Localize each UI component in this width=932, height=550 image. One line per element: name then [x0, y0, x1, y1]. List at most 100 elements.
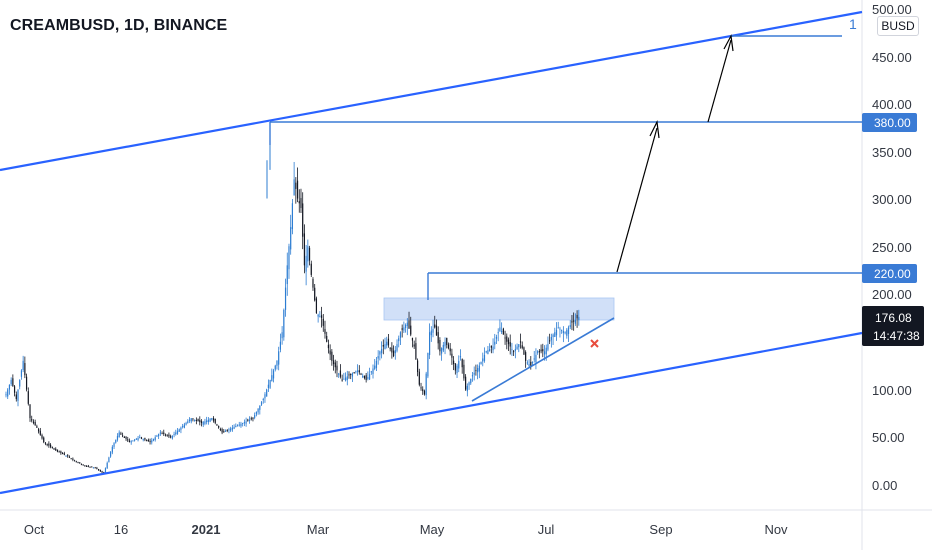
candle-body: [84, 465, 86, 467]
arrow-to-380: [616, 127, 658, 273]
candle-body: [538, 351, 540, 353]
candle-body: [497, 332, 499, 334]
candle-body: [183, 424, 185, 428]
candle-body: [288, 246, 290, 270]
candle-body: [250, 418, 252, 420]
triangle-support-line[interactable]: [471, 317, 615, 402]
candle-body: [236, 425, 239, 427]
candle-body: [12, 378, 14, 387]
resistance-zone[interactable]: [383, 297, 615, 321]
candle-body: [334, 362, 336, 368]
candle-body: [17, 389, 19, 401]
candle-body: [156, 435, 158, 437]
candle-body: [218, 425, 220, 428]
candle-body: [367, 377, 369, 379]
candle-body: [41, 435, 43, 439]
candle-body: [344, 377, 347, 381]
candle-body: [420, 387, 422, 389]
candle-body: [470, 378, 472, 384]
price-axis-panel[interactable]: [862, 0, 932, 510]
candle-body: [13, 386, 16, 393]
arrow-head-380: [649, 119, 660, 139]
candle-body: [125, 436, 127, 439]
candle-body: [134, 439, 136, 441]
candle-body: [144, 437, 146, 440]
candle-body: [75, 461, 77, 463]
candle-body: [262, 399, 264, 401]
candle-body: [195, 420, 197, 422]
candle-body: [127, 439, 129, 441]
candle-body: [314, 287, 316, 301]
price-flag-220[interactable]: 220.00: [862, 264, 917, 283]
candle-body: [569, 325, 571, 328]
candle-body: [320, 315, 323, 318]
candle-body: [331, 351, 333, 361]
candle-body: [8, 384, 11, 390]
candle-body: [214, 418, 216, 423]
countdown-label: 14:47:38: [873, 329, 920, 343]
candle-body: [207, 419, 209, 422]
candle-body: [132, 440, 134, 442]
candle-body: [370, 371, 372, 373]
price-axis-ticks: 500.00 450.00 400.00 350.00 300.00 250.00 200.…: [872, 2, 912, 493]
candle-body: [394, 350, 396, 354]
candle-body: [91, 466, 93, 468]
y-tick-label: 400.00: [872, 97, 912, 112]
candle-body: [404, 325, 407, 328]
last-price-flag[interactable]: 176.08 14:47:38: [862, 306, 924, 346]
candle-body: [252, 417, 254, 419]
candle-body: [89, 466, 91, 468]
price-flag-380[interactable]: 380.00: [862, 113, 917, 132]
candle-body: [34, 421, 36, 426]
candle-body: [324, 329, 326, 334]
candle-body: [374, 365, 376, 369]
candle-body: [513, 351, 515, 353]
channel-lower-line[interactable]: [0, 331, 863, 495]
candle-body: [101, 471, 103, 473]
candle-body: [573, 320, 575, 322]
candle-body: [300, 198, 302, 209]
candle-body: [336, 365, 338, 371]
candle-body: [235, 426, 237, 428]
candle-body: [406, 322, 408, 326]
candle-body: [384, 344, 386, 350]
channel-upper-line[interactable]: [0, 10, 863, 172]
candle-body: [408, 320, 410, 329]
candle-body: [20, 370, 23, 377]
candle-body: [430, 330, 432, 336]
candle-body: [315, 298, 318, 314]
candle-body: [51, 446, 53, 448]
candle-body: [511, 348, 513, 350]
candle-body: [115, 439, 117, 443]
currency-badge[interactable]: BUSD: [877, 16, 919, 36]
candle-body: [506, 336, 508, 342]
candle-body: [360, 373, 362, 375]
symbol-title[interactable]: CREAMBUSD, 1D, BINANCE: [10, 17, 228, 34]
candle-body: [343, 378, 345, 380]
candle-body: [461, 359, 463, 368]
candle-body: [516, 346, 518, 350]
candle-body: [46, 444, 48, 446]
candle-body: [377, 356, 379, 359]
candle-body: [260, 402, 263, 405]
candle-body: [549, 340, 551, 342]
candle-body: [19, 379, 21, 387]
candle-body: [166, 434, 168, 436]
x-tick-label: May: [420, 522, 445, 537]
candle-body: [39, 430, 41, 435]
candle-body: [415, 343, 417, 360]
candle-body: [507, 339, 510, 345]
x-tick-label: 16: [114, 522, 128, 537]
candle-body: [122, 435, 124, 437]
candle-body: [475, 370, 477, 372]
candle-body: [255, 411, 257, 415]
candle-body: [543, 351, 546, 355]
candle-body: [86, 465, 88, 467]
candle-body: [272, 370, 275, 379]
candle-body: [170, 436, 172, 438]
candle-body: [353, 372, 355, 374]
candle-body: [490, 345, 492, 348]
candle-body: [296, 180, 299, 199]
candle-body: [216, 424, 218, 426]
